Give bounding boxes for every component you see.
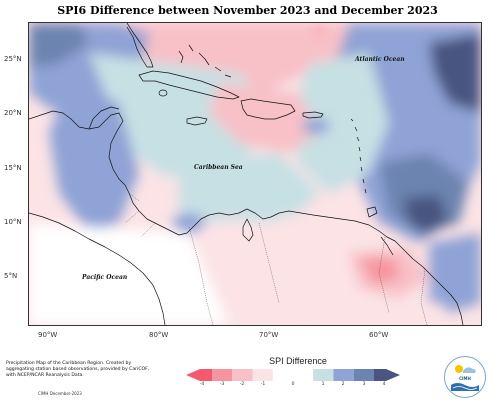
label-caribbean-sea: Caribbean Sea	[194, 164, 243, 171]
lat-label-15n: 15°N	[4, 164, 22, 172]
lon-label-60w: 60°W	[369, 331, 389, 339]
legend-tick: -2	[239, 382, 245, 387]
legend-swatch-pos-strong	[353, 369, 374, 381]
legend-swatch-neg-strong	[212, 369, 233, 381]
legend-ticks: -4 -3 -2 -1 0 1 2 3 4	[186, 382, 400, 390]
lon-label-70w: 70°W	[259, 331, 279, 339]
legend-swatch-pos-moderate	[333, 369, 354, 381]
map-title: SPI6 Difference between November 2023 an…	[57, 4, 438, 17]
legend-tick: 3	[362, 382, 366, 387]
legend-tick: -3	[219, 382, 225, 387]
credit-date: CIMH December-2023	[38, 391, 82, 396]
lat-label-20n: 20°N	[4, 109, 22, 117]
lat-label-5n: 5°N	[4, 272, 18, 280]
legend-swatch-neutral	[272, 369, 314, 381]
cimh-logo: CIMH	[444, 356, 486, 398]
legend-colorbar	[186, 369, 400, 381]
legend-tick: 1	[321, 382, 325, 387]
legend-title: SPI Difference	[269, 356, 327, 366]
logo-text: CIMH	[459, 376, 471, 381]
legend-tick: 2	[341, 382, 345, 387]
legend-tick: -1	[260, 382, 266, 387]
spi-map-svg: Atlantic Ocean Caribbean Sea Pacific Oce…	[29, 23, 481, 325]
legend-swatch-neg-mild	[252, 369, 273, 381]
legend-tick: 4	[382, 382, 386, 387]
legend-tick: 0	[291, 382, 295, 387]
lon-label-80w: 80°W	[149, 331, 169, 339]
label-atlantic-ocean: Atlantic Ocean	[354, 56, 405, 63]
legend-swatch-neg-moderate	[232, 369, 253, 381]
coastlines	[29, 23, 464, 325]
logo-emblem-icon	[451, 365, 479, 391]
map-panel: Atlantic Ocean Caribbean Sea Pacific Oce…	[28, 22, 482, 326]
label-pacific-ocean: Pacific Ocean	[81, 274, 127, 281]
lat-label-10n: 10°N	[4, 218, 22, 226]
lon-label-90w: 90°W	[38, 331, 58, 339]
legend-tick: -4	[199, 382, 205, 387]
legend-swatch-neg-extreme	[186, 369, 212, 381]
borders	[124, 192, 428, 325]
legend-swatch-pos-extreme	[374, 369, 400, 381]
credit-text: Precipitation Map of the Caribbean Regio…	[6, 361, 150, 378]
legend-swatch-pos-mild	[313, 369, 334, 381]
spi-field	[29, 23, 481, 325]
lat-label-25n: 25°N	[4, 55, 22, 63]
